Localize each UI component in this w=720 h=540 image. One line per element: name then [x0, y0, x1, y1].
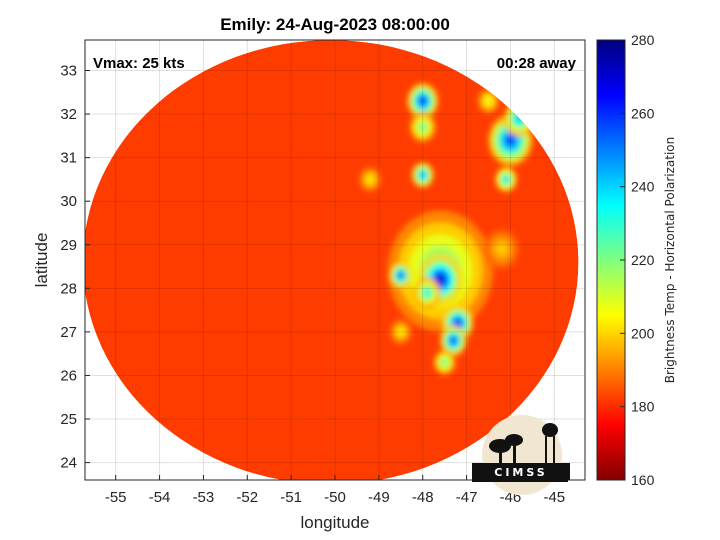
swath-feature — [454, 319, 461, 327]
x-tick-label: -51 — [280, 489, 302, 506]
logo-water-tower — [542, 423, 558, 437]
y-tick-label: 27 — [60, 324, 77, 341]
cimss-logo: CIMSS — [472, 415, 570, 495]
y-tick-label: 32 — [60, 106, 77, 123]
swath-feature — [503, 176, 509, 182]
swath-feature — [419, 97, 426, 105]
time-away-label: 00:28 away — [497, 55, 577, 72]
logo-dish-1 — [489, 439, 511, 453]
colorbar-tick-label: 240 — [631, 179, 655, 195]
logo-dish-2 — [505, 434, 523, 446]
axis-ticks: -55 -54 -53 -52 -51 -50 -49 -48 -47 -46 -452425262… — [60, 62, 565, 506]
swath-features — [359, 83, 535, 375]
y-tick-label: 33 — [60, 62, 77, 79]
vmax-label: Vmax: 25 kts — [93, 55, 185, 72]
logo-text: CIMSS — [494, 466, 547, 479]
swath-feature — [398, 272, 403, 278]
swath-feature — [424, 289, 430, 296]
y-tick-label: 30 — [60, 193, 77, 210]
colorbar-tick-label: 280 — [631, 32, 655, 48]
x-tick-label: -55 — [105, 489, 127, 506]
x-tick-label: -49 — [368, 489, 390, 506]
swath-feature — [435, 274, 445, 285]
colorbar-tick-label: 200 — [631, 325, 655, 341]
y-tick-label: 24 — [60, 455, 77, 472]
y-tick-label: 28 — [60, 280, 77, 297]
grid — [85, 40, 585, 480]
colorbar-tick-label: 220 — [631, 252, 655, 268]
colorbar-tick-label: 160 — [631, 472, 655, 488]
x-tick-label: -50 — [324, 489, 346, 506]
colorbar-tick-label: 180 — [631, 399, 655, 415]
colorbar-ticks: 160 180 200 220 240 260 280 — [620, 32, 655, 488]
colorbar-label: Brightness Temp - Horizontal Polarizatio… — [663, 137, 677, 384]
chart-title: Emily: 24-Aug-2023 08:00:00 — [220, 15, 450, 34]
x-tick-label: -47 — [456, 489, 478, 506]
colorbar-tick-label: 260 — [631, 105, 655, 121]
swath-layer — [85, 40, 579, 480]
swath-feature — [420, 172, 425, 178]
swath-feature — [420, 124, 426, 131]
x-tick-label: -45 — [543, 489, 565, 506]
swath-feature — [442, 359, 447, 365]
logo-band — [472, 463, 570, 480]
y-tick-label: 29 — [60, 237, 77, 254]
swath-background — [85, 40, 579, 480]
y-tick-label: 31 — [60, 150, 77, 167]
y-tick-label: 25 — [60, 411, 77, 428]
swath-feature — [486, 98, 491, 104]
x-axis-label: longitude — [300, 513, 369, 532]
swath-feature — [367, 176, 373, 182]
swath-feature — [398, 329, 403, 335]
swath-feature — [498, 245, 506, 254]
x-tick-label: -53 — [193, 489, 215, 506]
y-axis-label: latitude — [32, 233, 51, 288]
x-tick-label: -54 — [149, 489, 171, 506]
swath-data — [85, 40, 579, 480]
swath-feature — [506, 135, 515, 146]
x-tick-label: -48 — [412, 489, 434, 506]
x-tick-label: -52 — [236, 489, 258, 506]
y-tick-label: 26 — [60, 367, 77, 384]
swath-feature — [450, 337, 457, 344]
